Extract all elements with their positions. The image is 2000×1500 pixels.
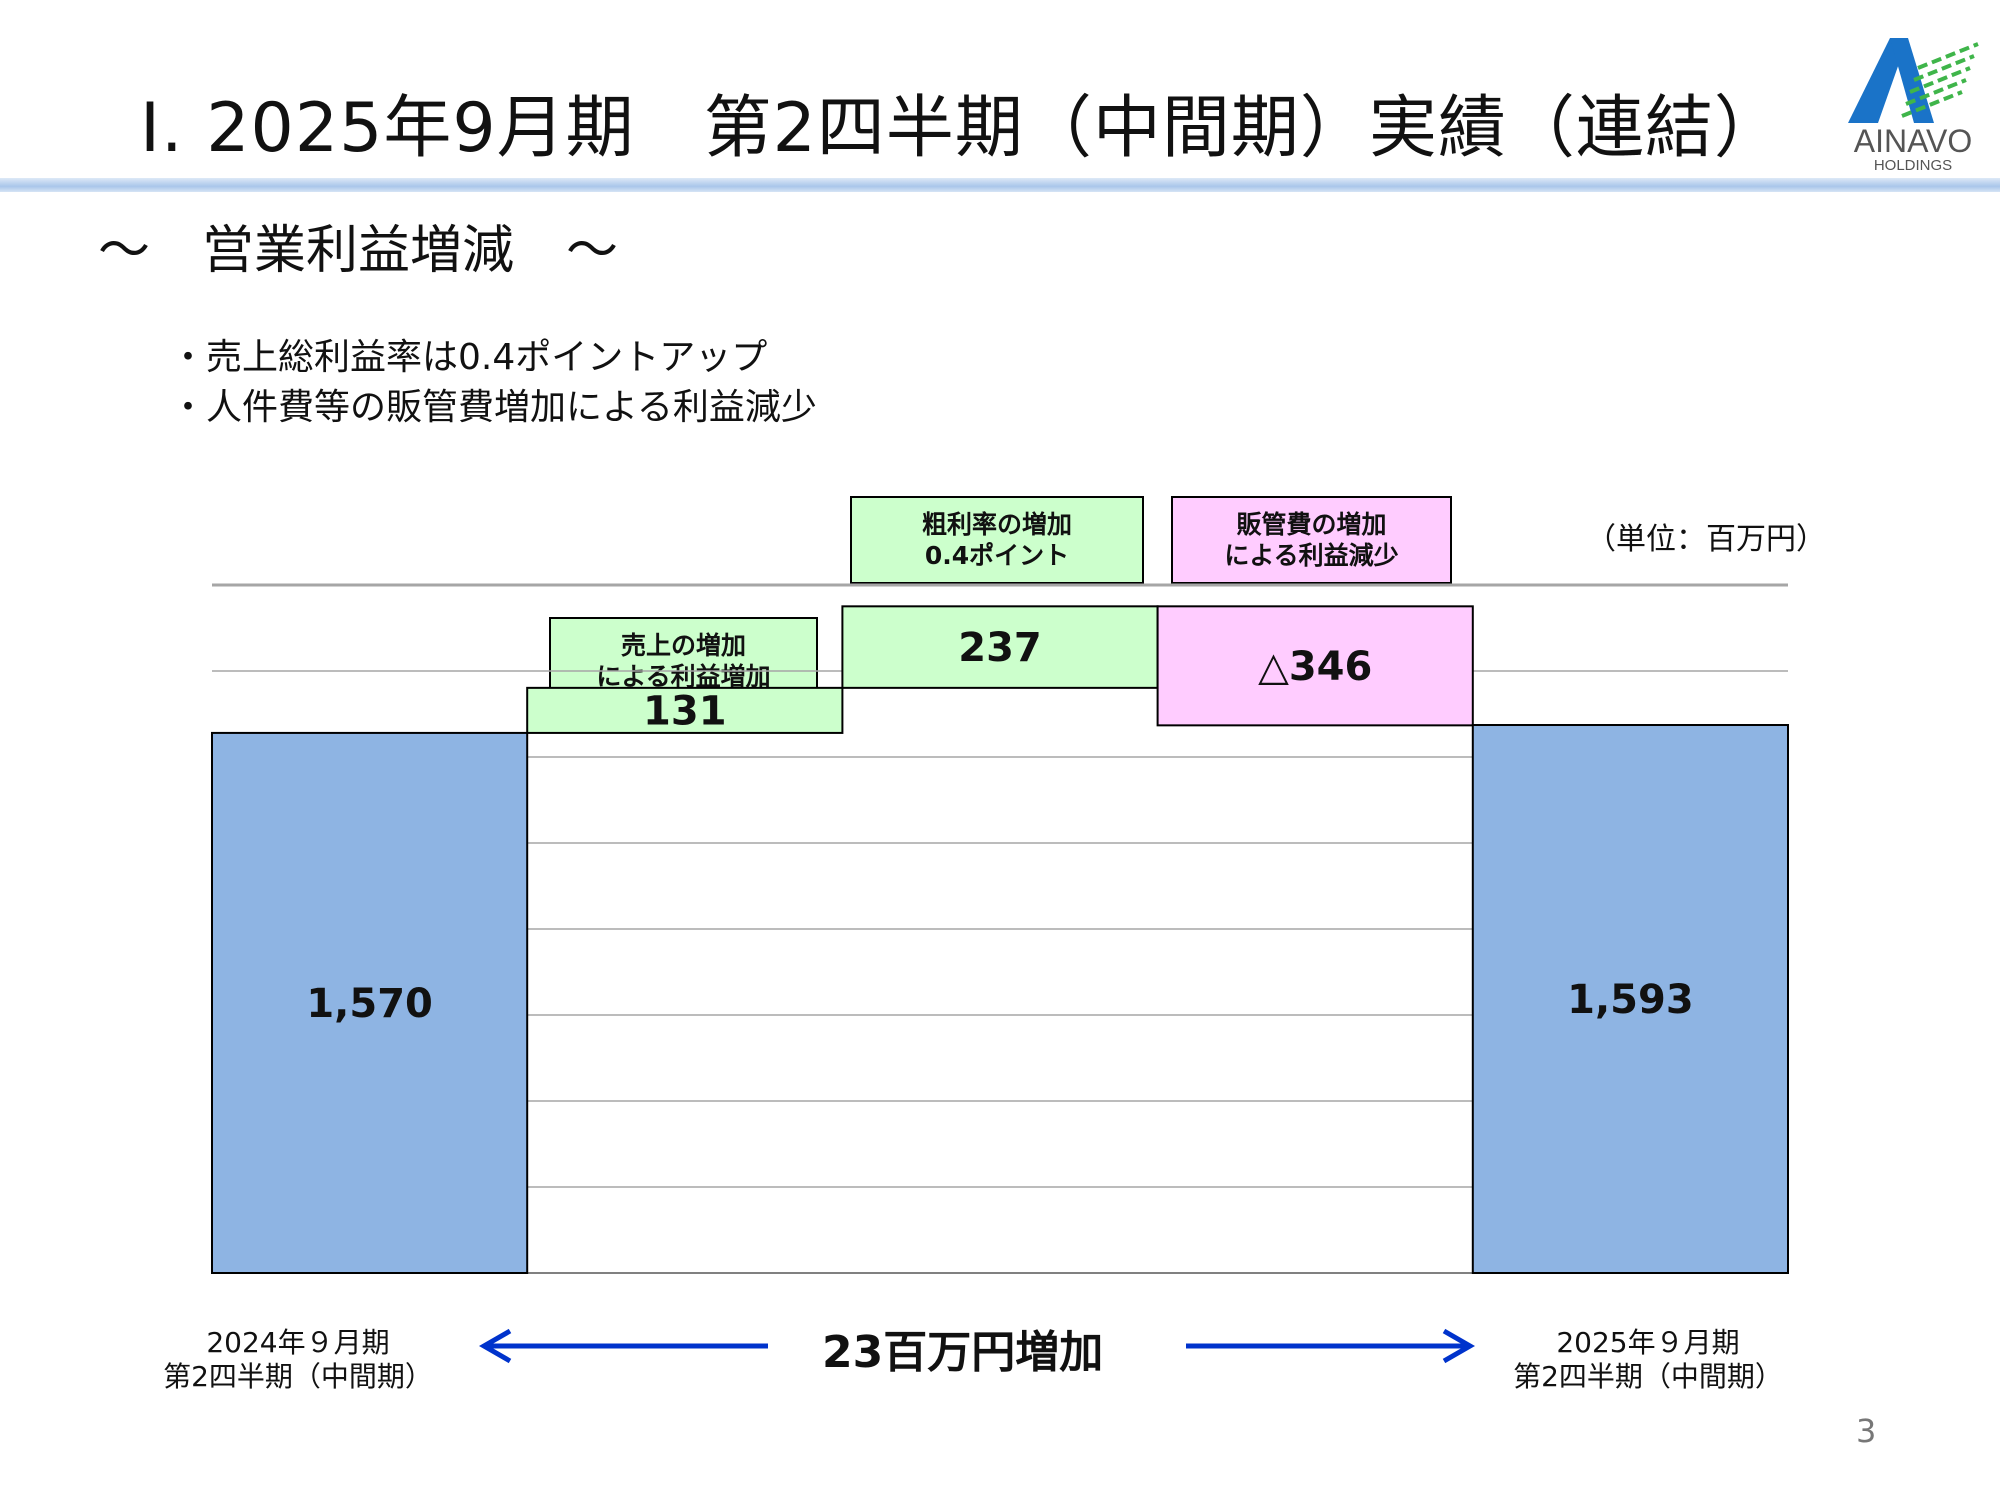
bar-0 <box>211 731 529 1274</box>
bar-3 <box>1156 605 1474 727</box>
callout-sga-increase: 販管費の増加 による利益減少 <box>1171 496 1452 584</box>
callout-sales-line1: 売上の増加 <box>620 631 746 660</box>
bar-1 <box>526 686 844 734</box>
arrow-left-head-icon <box>478 1328 512 1364</box>
x-label-2025-line1: 2025年９月期 <box>1556 1326 1740 1359</box>
x-label-2024-line1: 2024年９月期 <box>206 1326 390 1359</box>
page-title: Ⅰ. 2025年9月期 第2四半期（中間期）実績（連結） <box>140 89 1783 168</box>
ainavo-logo-icon: AINAVO HOLDINGS <box>1848 38 1979 174</box>
section-subtitle: ～ 営業利益増減 ～ <box>98 221 619 281</box>
bullet-gross-margin: ・売上総利益率は0.4ポイントアップ <box>170 337 768 378</box>
bar-2 <box>841 605 1159 689</box>
arrow-right-head-icon <box>1442 1328 1476 1364</box>
bar-label-4: 1,593 <box>1567 977 1694 1023</box>
difference-text: 23百万円増加 <box>822 1327 1104 1378</box>
bullet-sga-increase: ・人件費等の販管費増加による利益減少 <box>170 387 817 428</box>
header-divider <box>0 178 2000 192</box>
logo-sub-text: HOLDINGS <box>1874 157 1952 174</box>
bar-label-2: 237 <box>958 625 1042 671</box>
chart-bar-labels: 1,570 131 237 △346 1,593 <box>306 625 1693 1027</box>
difference-arrows <box>478 1328 1476 1364</box>
callout-margin-increase: 粗利率の増加 0.4ポイント <box>850 496 1144 584</box>
callout-sga-line1: 販管費の増加 <box>1236 510 1387 539</box>
callout-margin-line1: 粗利率の増加 <box>921 510 1072 539</box>
page-number: 3 <box>1856 1412 1877 1450</box>
x-label-2025: 2025年９月期 第2四半期（中間期） <box>1488 1326 1808 1394</box>
x-label-2024-line2: 第2四半期（中間期） <box>163 1360 433 1393</box>
unit-label: （単位：百万円） <box>1586 522 1826 557</box>
chart-bars <box>211 605 1790 1274</box>
bar-label-1: 131 <box>643 688 727 734</box>
x-label-2024: 2024年９月期 第2四半期（中間期） <box>138 1326 458 1394</box>
callout-margin-line2: 0.4ポイント <box>924 541 1070 570</box>
bar-4 <box>1471 724 1790 1274</box>
company-logo: AINAVO HOLDINGS <box>1838 28 1988 178</box>
callout-sga-line2: による利益減少 <box>1224 541 1399 570</box>
x-label-2025-line2: 第2四半期（中間期） <box>1513 1360 1783 1393</box>
logo-name-text: AINAVO <box>1854 123 1973 159</box>
callout-sales-line2: による利益増加 <box>596 662 771 691</box>
bar-label-0: 1,570 <box>306 981 433 1027</box>
bar-label-3: △346 <box>1258 644 1372 690</box>
